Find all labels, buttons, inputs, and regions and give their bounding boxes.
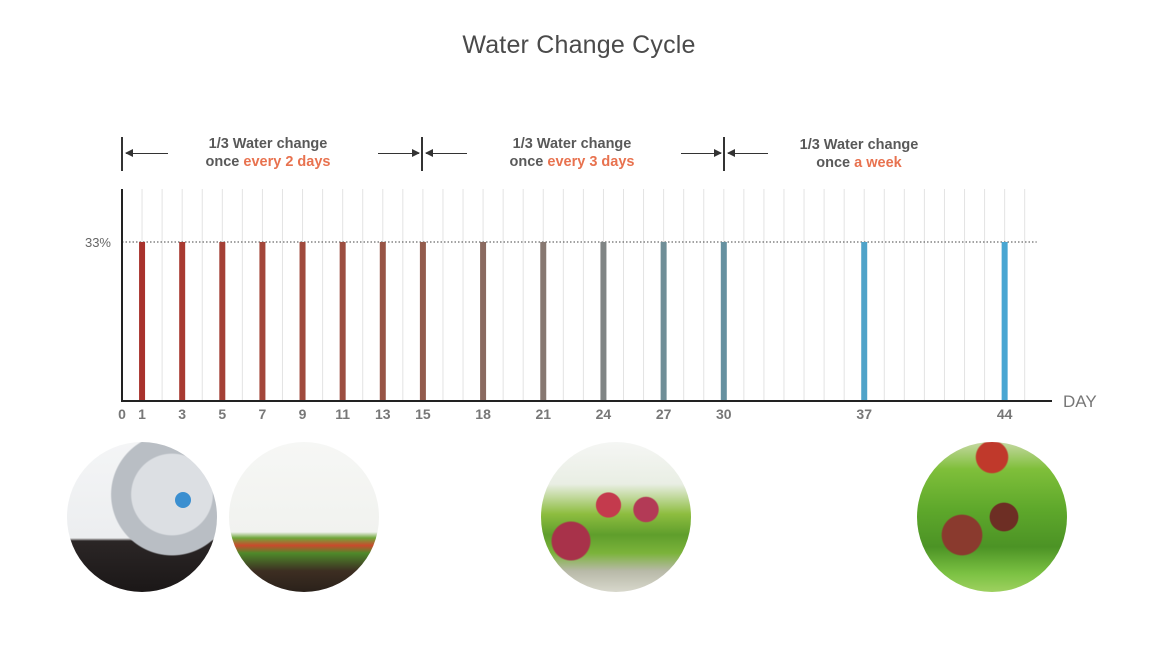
phase-3-line1: 1/3 Water change xyxy=(799,137,919,153)
arrow-right-icon xyxy=(681,149,722,157)
x-tick-label-13: 13 xyxy=(375,406,391,422)
x-tick-label-1: 1 xyxy=(138,406,146,422)
new-planted-tank-photo xyxy=(229,442,379,592)
x-tick-label-21: 21 xyxy=(535,406,551,422)
phase-label-2: 1/3 Water change once every 3 days xyxy=(472,135,672,171)
arrow-left-icon xyxy=(125,149,168,157)
phase-3-accent: a week xyxy=(854,155,902,171)
x-tick-label-11: 11 xyxy=(335,406,350,422)
x-tick-label-9: 9 xyxy=(299,406,307,422)
mature-tank-photo xyxy=(917,442,1067,592)
bar-day-24 xyxy=(600,242,607,401)
leaf-logo-icon xyxy=(175,492,191,508)
x-tick-label-7: 7 xyxy=(259,406,267,422)
reference-line-label: 33% xyxy=(85,235,111,250)
bar-day-13 xyxy=(379,242,386,401)
x-tick-label-18: 18 xyxy=(475,406,491,422)
bar-day-5 xyxy=(219,242,226,401)
phase-1-line2: once every 2 days xyxy=(168,153,368,171)
bar-day-27 xyxy=(660,242,667,401)
phase-1-prefix: once xyxy=(205,154,240,170)
bar-day-21 xyxy=(540,242,547,401)
bar-day-15 xyxy=(419,242,426,401)
bar-day-9 xyxy=(299,242,306,401)
phase-1-accent: every 2 days xyxy=(243,154,331,170)
x-tick-label-3: 3 xyxy=(178,406,186,422)
growing-tank-photo xyxy=(541,442,691,592)
bar-day-37 xyxy=(861,242,868,401)
bar-day-18 xyxy=(480,242,487,401)
x-tick-label-30: 30 xyxy=(716,406,732,422)
phase-3-prefix: once xyxy=(816,155,851,171)
aquasoil-bag-photo xyxy=(67,442,217,592)
x-tick-label-24: 24 xyxy=(596,406,612,422)
phase-2-prefix: once xyxy=(509,154,544,170)
phase-2-line1: 1/3 Water change xyxy=(512,136,632,152)
x-tick-label-37: 37 xyxy=(856,406,872,422)
arrow-right-icon xyxy=(378,149,420,157)
x-tick-label-5: 5 xyxy=(218,406,226,422)
x-tick-label-0: 0 xyxy=(118,406,126,422)
phase-marker-day-15 xyxy=(421,137,423,171)
phase-2-accent: every 3 days xyxy=(547,154,635,170)
arrow-left-icon xyxy=(727,149,768,157)
phase-marker-day-0 xyxy=(121,137,123,171)
bar-day-44 xyxy=(1001,242,1008,401)
phase-1-line1: 1/3 Water change xyxy=(208,136,328,152)
phase-label-1: 1/3 Water change once every 2 days xyxy=(168,135,368,171)
phase-label-3: 1/3 Water change once a week xyxy=(759,136,959,172)
phase-2-line2: once every 3 days xyxy=(472,153,672,171)
x-tick-label-44: 44 xyxy=(997,406,1013,422)
bar-day-30 xyxy=(720,242,727,401)
chart-title: Water Change Cycle xyxy=(462,31,696,59)
bar-day-11 xyxy=(339,242,346,401)
x-axis-label: DAY xyxy=(1063,392,1097,411)
x-tick-label-27: 27 xyxy=(656,406,672,422)
arrow-left-icon xyxy=(425,149,467,157)
bar-day-3 xyxy=(179,242,186,401)
phase-marker-day-30 xyxy=(723,137,725,171)
x-tick-label-15: 15 xyxy=(415,406,431,422)
bar-day-1 xyxy=(139,242,146,401)
bar-day-7 xyxy=(259,242,266,401)
phase-3-line2: once a week xyxy=(759,154,959,172)
